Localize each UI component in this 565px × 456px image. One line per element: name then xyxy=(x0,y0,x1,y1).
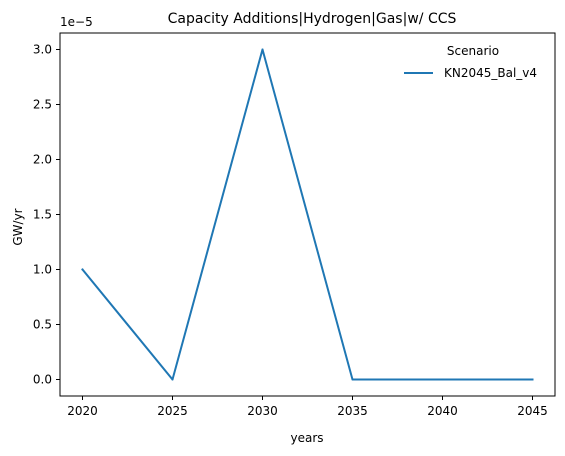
data-point-2045 xyxy=(531,378,534,381)
data-point-2020 xyxy=(81,268,84,271)
x-tick-label-2035: 2035 xyxy=(337,404,368,418)
y-tick-label-1.5: 1.5 xyxy=(33,208,52,222)
y-tick-label-1.0: 1.0 xyxy=(33,263,52,277)
y-tick-label-0.0: 0.0 xyxy=(33,373,52,387)
x-tick-label-2025: 2025 xyxy=(157,404,188,418)
data-point-2040 xyxy=(441,378,444,381)
chart-title: Capacity Additions|Hydrogen|Gas|w/ CCS xyxy=(168,11,457,27)
y-tick-label-3.0: 3.0 xyxy=(33,43,52,57)
x-tick-label-2040: 2040 xyxy=(427,404,458,418)
y-axis-label: GW/yr xyxy=(11,208,25,245)
x-tick-label-2030: 2030 xyxy=(247,404,278,418)
data-point-2025 xyxy=(171,378,174,381)
y-tick-label-2.5: 2.5 xyxy=(33,98,52,112)
y-offset-label: 1e−5 xyxy=(60,15,93,29)
x-axis-label: years xyxy=(290,431,323,445)
x-axis-ticks: 2020 2025 2030 2035 2040 2045 xyxy=(67,396,548,418)
x-tick-label-2045: 2045 xyxy=(517,404,548,418)
plot-area-frame xyxy=(59,32,556,397)
x-tick-label-2020: 2020 xyxy=(67,404,98,418)
legend: Scenario KN2045_Bal_v4 xyxy=(404,44,537,80)
data-point-2030 xyxy=(261,48,264,51)
legend-label-kn2045-bal-v4: KN2045_Bal_v4 xyxy=(444,66,537,80)
series-line-0 xyxy=(81,48,534,381)
y-tick-label-0.5: 0.5 xyxy=(33,318,52,332)
y-axis-ticks: 0.0 0.5 1.0 1.5 2.0 2.5 3.0 xyxy=(33,43,60,387)
data-point-2035 xyxy=(351,378,354,381)
legend-title: Scenario xyxy=(447,44,499,58)
series-layer xyxy=(81,48,534,381)
y-tick-label-2.0: 2.0 xyxy=(33,153,52,167)
